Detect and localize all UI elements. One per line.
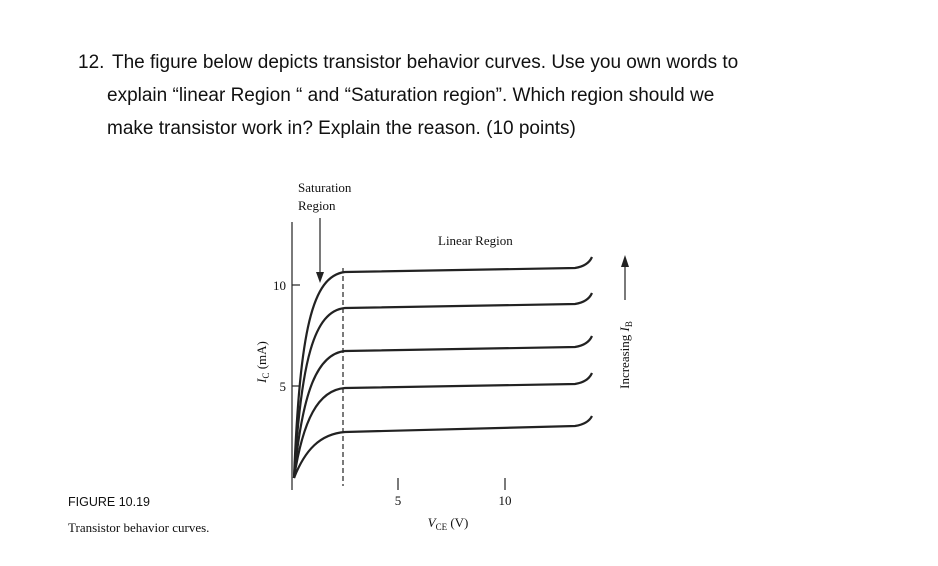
question-line: explain “linear Region “ and “Saturation… <box>107 85 714 106</box>
caption: Transistor behavior curves. <box>68 520 209 535</box>
curve <box>292 256 594 479</box>
caption-label: FIGURE 10.19 <box>68 495 150 509</box>
arrowhead <box>316 272 324 283</box>
x-tick-label: 5 <box>395 493 402 508</box>
y-tick-label: 5 <box>280 379 287 394</box>
curve <box>292 372 594 479</box>
subscript: C <box>261 373 271 379</box>
x-tick-label: 10 <box>499 493 512 508</box>
y-axis-label: IC (mA) <box>254 341 271 384</box>
saturation-label: Saturation <box>298 180 352 195</box>
side-label: Increasing IB <box>617 321 634 389</box>
curve <box>292 292 594 479</box>
question-number: 12. <box>78 52 104 73</box>
symbol: I <box>617 326 632 332</box>
x-axis-label: VCE (V) <box>428 515 469 532</box>
curve <box>292 415 593 479</box>
figure: 10 5 5 10 Saturation Region Linear Regio… <box>68 180 634 535</box>
saturation-label: Region <box>298 198 336 213</box>
curve <box>292 335 594 479</box>
symbol: V <box>428 515 438 530</box>
unit: (mA) <box>254 341 269 372</box>
subscript: B <box>624 321 634 327</box>
question-line: The figure below depicts transistor beha… <box>112 52 738 73</box>
symbol: I <box>254 378 269 384</box>
question-line: make transistor work in? Explain the rea… <box>107 118 576 139</box>
subscript: CE <box>436 522 448 532</box>
y-tick-label: 10 <box>273 278 286 293</box>
linear-label: Linear Region <box>438 233 513 248</box>
question: 12. The figure below depicts transistor … <box>78 52 738 139</box>
text: Increasing <box>617 331 632 388</box>
unit: (V) <box>447 515 468 530</box>
arrowhead <box>621 255 629 267</box>
